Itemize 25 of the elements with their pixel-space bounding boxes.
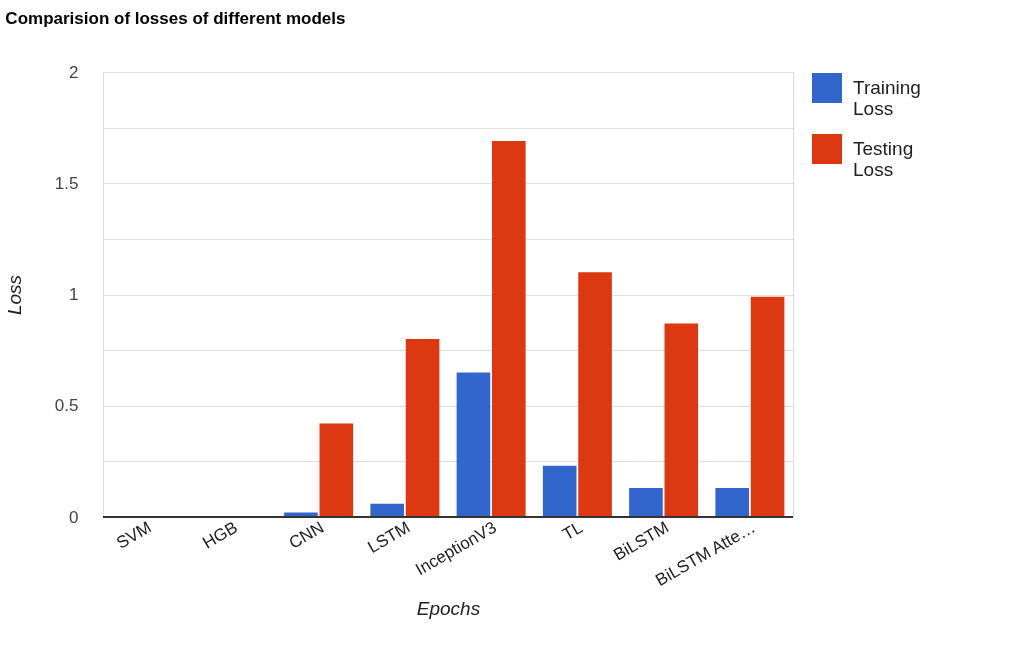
chart-title: Comparision of losses of different models <box>5 9 346 28</box>
y-axis-title: Loss <box>3 274 25 316</box>
y-tick-label: 0.5 <box>54 396 79 416</box>
bar <box>629 488 663 517</box>
y-tick-label: 1.5 <box>54 173 79 193</box>
bar <box>578 272 612 517</box>
bar <box>370 503 404 517</box>
x-axis-title: Epochs <box>416 597 481 619</box>
x-tick-label: SVM <box>113 517 155 553</box>
bar <box>542 465 577 517</box>
x-tick-label: TL <box>559 517 586 545</box>
bar <box>750 296 785 517</box>
legend-label: Training Loss <box>853 77 921 119</box>
bar <box>405 339 440 517</box>
legend-label: Testing Loss <box>853 138 914 180</box>
x-tick-label: CNN <box>285 517 328 553</box>
y-tick-label: 0 <box>69 507 79 527</box>
y-tick-label: 2 <box>69 62 79 82</box>
y-tick-label: 1 <box>69 285 79 304</box>
bar <box>319 423 354 517</box>
bar <box>715 488 749 517</box>
bar <box>456 372 491 517</box>
bar <box>492 140 526 517</box>
bar <box>664 323 699 517</box>
x-tick-label: HGB <box>199 517 241 553</box>
